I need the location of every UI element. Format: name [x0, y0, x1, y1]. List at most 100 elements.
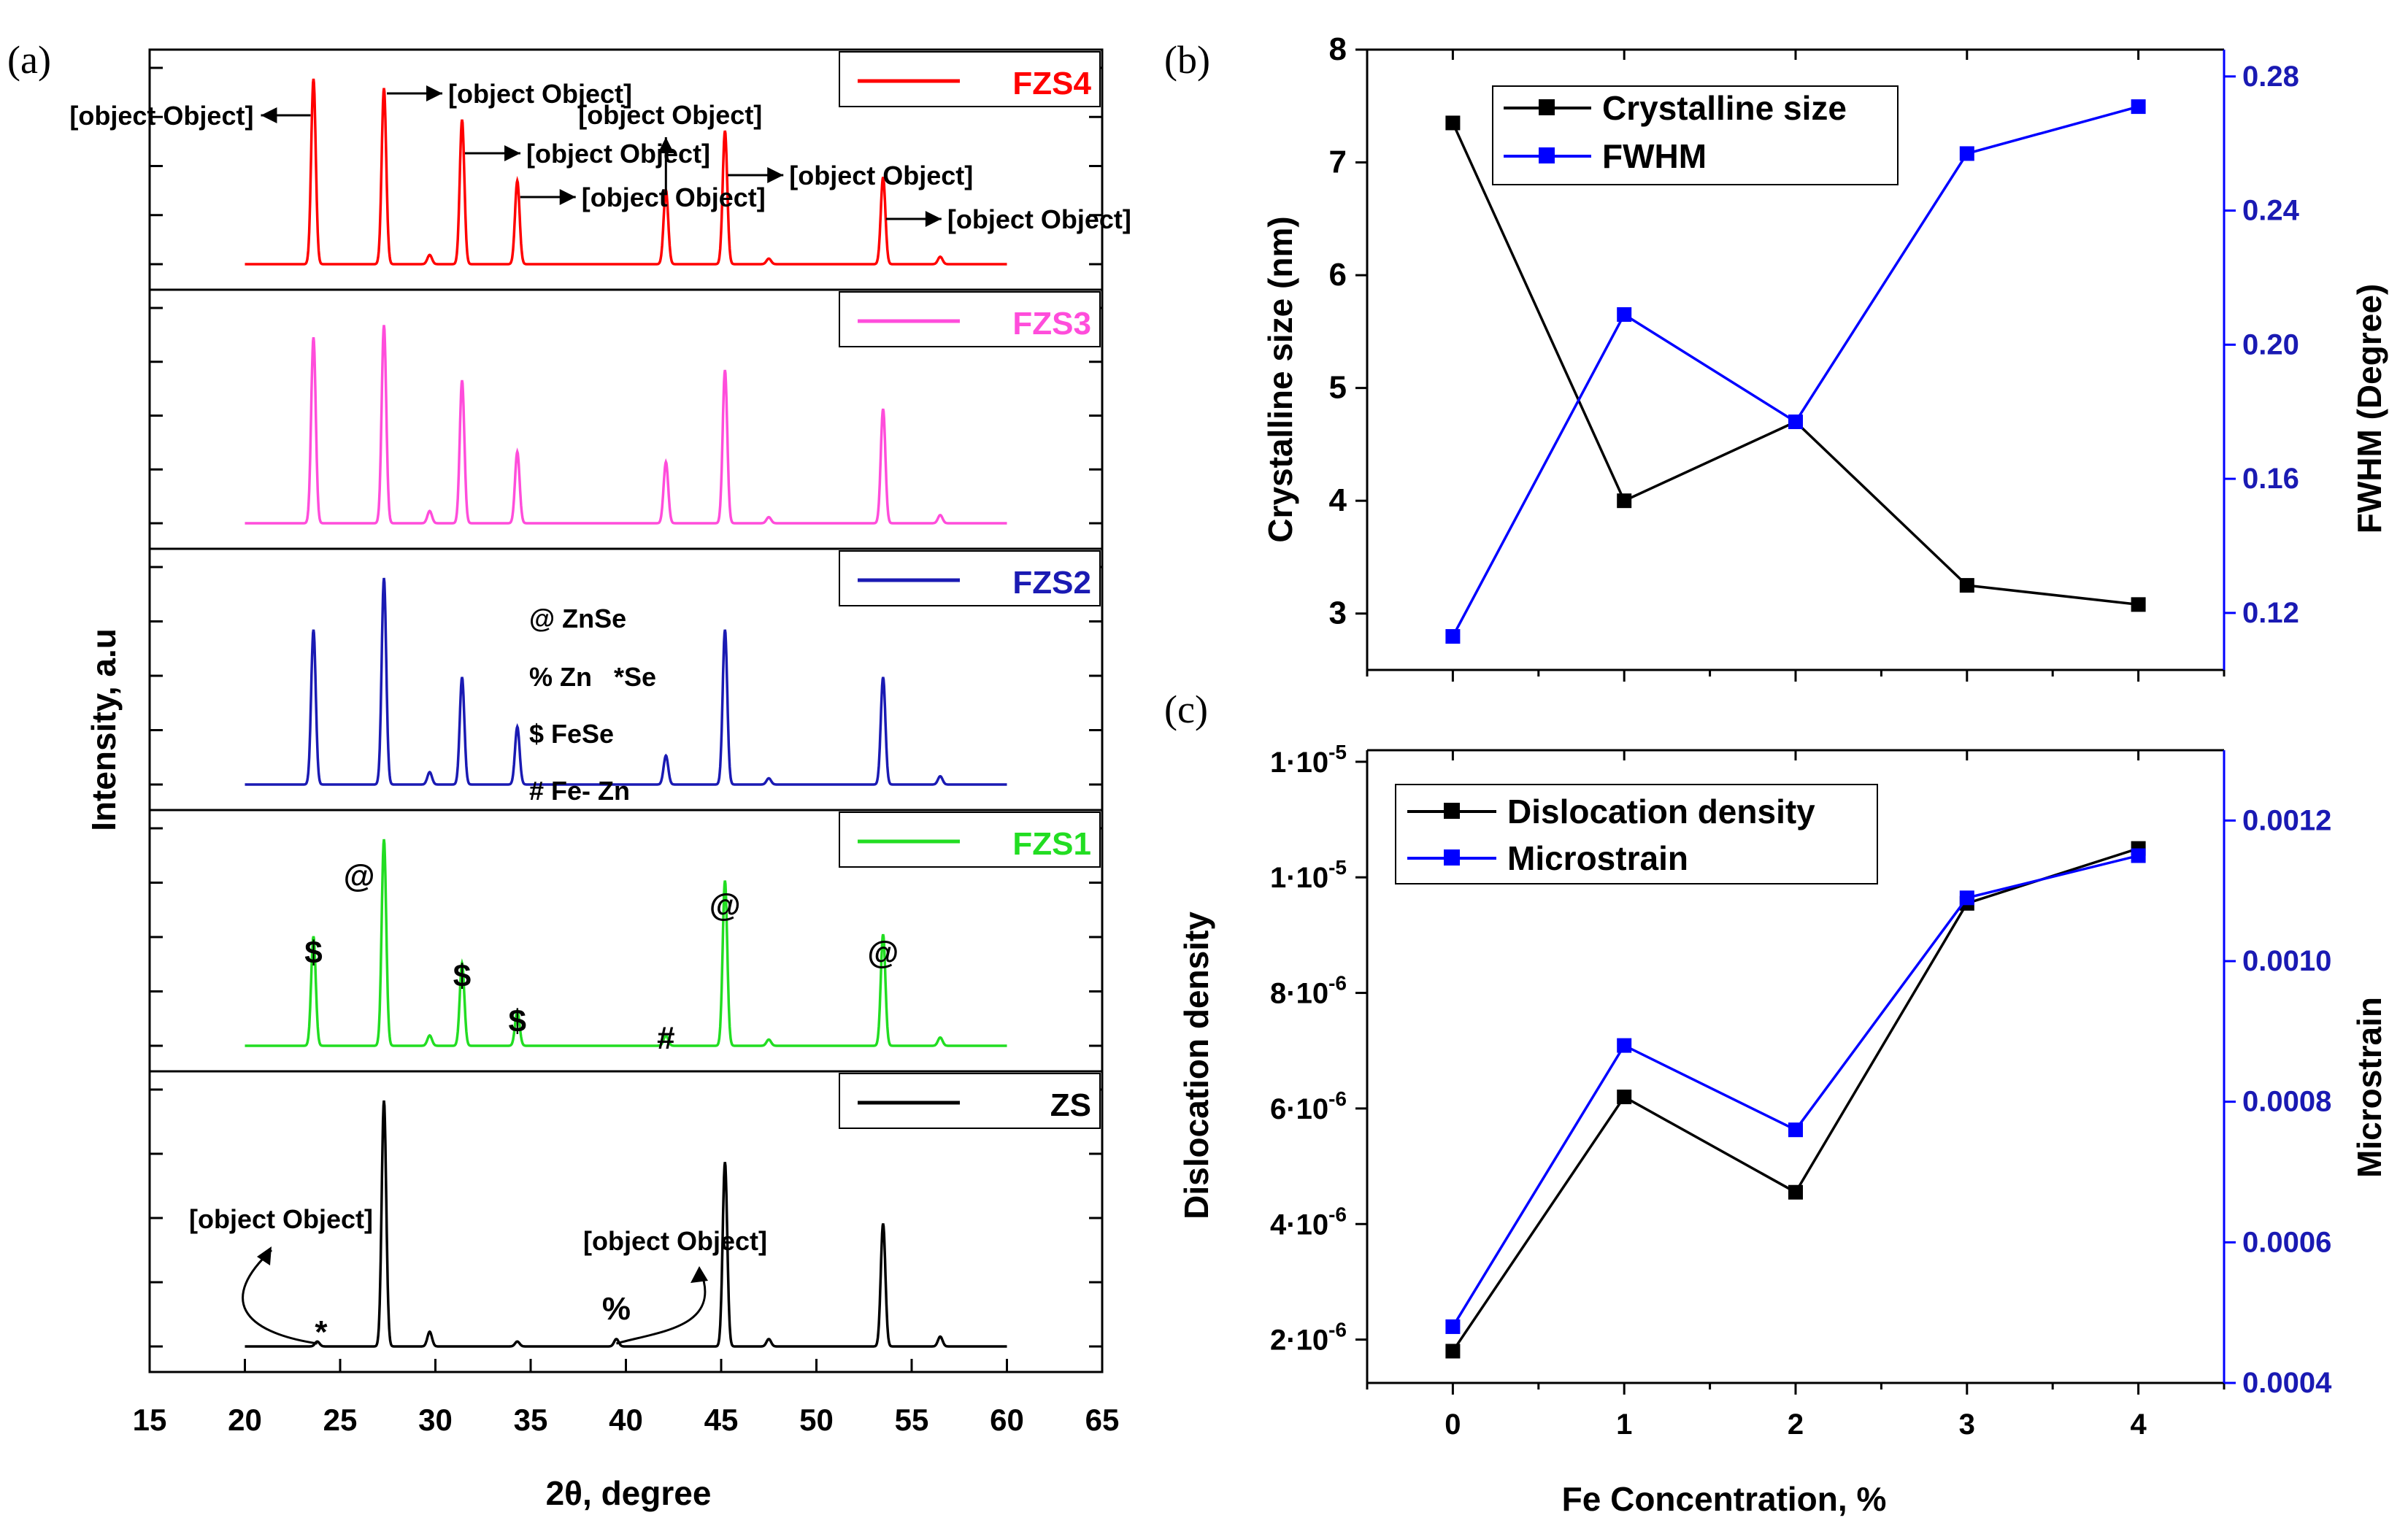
- xrd-phase-marker: $: [508, 1003, 526, 1039]
- series-point-1: [2131, 848, 2146, 863]
- series-point-0: [1959, 578, 1974, 593]
- xrd-zs-curve-arrow-head: [257, 1246, 272, 1265]
- c-legend-marker-strain: [1444, 849, 1460, 866]
- xrd-peak-arrow-head: [925, 211, 942, 227]
- xrd-xtick-label: 30: [418, 1403, 453, 1437]
- series-point-1: [1788, 1122, 1803, 1138]
- series-point-1: [1959, 146, 1974, 161]
- y2-tick-label: 0.16: [2242, 463, 2299, 495]
- y-tick-mantissa: 1·10: [1270, 747, 1328, 779]
- xrd-peak-arrow-head: [426, 85, 443, 101]
- x-tick-label: 3: [1959, 1408, 1975, 1441]
- y-tick-label: 5: [1329, 370, 1347, 406]
- xrd-phase-marker: %: [602, 1291, 631, 1327]
- y2-tick-label: 0.12: [2242, 597, 2299, 629]
- series-line-1: [1451, 105, 2139, 637]
- phase-key-znse: @ ZnSe: [529, 604, 626, 633]
- y-tick-exponent: -6: [1328, 972, 1347, 995]
- xrd-peak-label: [object Object]: [526, 139, 710, 169]
- b-y-label: Crystalline size (nm): [1261, 216, 1299, 542]
- xrd-legend-label-FZS3: FZS3: [1012, 306, 1091, 342]
- phase-key-zn-se: % Zn *Se: [529, 662, 656, 692]
- x-tick-label: 1: [1616, 1408, 1632, 1441]
- xrd-spectrum-FZS1: [245, 839, 1007, 1047]
- xrd-zs-curve-arrow: [616, 1271, 707, 1345]
- xrd-xtick-label: 65: [1085, 1403, 1120, 1437]
- xrd-peak-arrow-head: [559, 189, 576, 205]
- xrd-peak-arrow-head: [658, 137, 674, 153]
- y-tick-label: 4: [1329, 482, 1347, 518]
- series-point-1: [2131, 99, 2146, 115]
- y-tick-label: 6·10-6: [1270, 1087, 1347, 1125]
- series-point-1: [1959, 890, 1974, 906]
- xrd-peak-arrow-head: [767, 167, 784, 183]
- xrd-peak-label: [object Object]: [582, 182, 766, 212]
- xrd-chart: FZS4 FZS3 FZS2 FZS1 ZS 15 20 25 30 35 40 45 50 55 60 65…: [69, 48, 1131, 1437]
- xrd-x-label: 2θ, degree: [546, 1474, 712, 1512]
- y2-tick-label: 0.28: [2242, 61, 2299, 93]
- series-point-1: [1617, 1038, 1632, 1053]
- series-point-1: [1445, 1319, 1461, 1334]
- xrd-xtick-label: 60: [990, 1403, 1024, 1437]
- xrd-peak-arrow-head: [261, 107, 277, 123]
- y-tick-label: 6: [1329, 257, 1347, 293]
- y-tick-exponent: -5: [1328, 856, 1347, 879]
- xrd-phase-marker: *: [315, 1314, 328, 1350]
- panel-label-b: (b): [1164, 38, 1210, 82]
- c-x-label: Fe Concentration, %: [1562, 1480, 1887, 1518]
- y-tick-label: 2·10-6: [1270, 1319, 1347, 1357]
- y2-tick-label: 0.24: [2242, 195, 2300, 227]
- xrd-phase-marker: #: [657, 1020, 674, 1056]
- xrd-peak-arrow-head: [504, 145, 521, 161]
- y-tick-label: 4·10-6: [1270, 1203, 1347, 1241]
- b-legend-label-fwhm: FWHM: [1602, 137, 1707, 175]
- phase-key-fese: $ FeSe: [529, 719, 614, 749]
- series-point-1: [1788, 415, 1803, 429]
- xrd-peak-label-zs: [object Object]: [189, 1204, 373, 1234]
- series-point-0: [1617, 1090, 1632, 1105]
- xrd-xtick-label: 15: [133, 1403, 167, 1437]
- y-tick-label: 1·10-5: [1270, 741, 1347, 779]
- xrd-legend-label-FZS2: FZS2: [1012, 565, 1091, 601]
- y-tick-mantissa: 1·10: [1270, 862, 1328, 894]
- series-line-1: [1451, 854, 2139, 1327]
- xrd-phase-marker: @: [344, 858, 375, 894]
- x-tick-label: 2: [1788, 1408, 1804, 1441]
- xrd-spectrum-FZS3: [245, 325, 1007, 525]
- series-point-0: [2131, 597, 2146, 612]
- disl-strain-chart: 0 1 2 3 42·10-64·10-66·10-68·10-61·10-51·10-…: [1270, 741, 2332, 1441]
- x-tick-label: 0: [1445, 1408, 1461, 1441]
- xrd-peak-label-zs: [object Object]: [583, 1226, 767, 1256]
- xrd-zs-curve-arrow: [242, 1249, 318, 1345]
- b-y2-label: FWHM (Degree): [2350, 284, 2388, 533]
- xrd-peak-label: [object Object]: [789, 161, 973, 190]
- y2-tick-label: 0.0010: [2242, 945, 2331, 977]
- y2-tick-label: 0.0006: [2242, 1226, 2331, 1258]
- series-point-0: [1788, 1184, 1803, 1200]
- series-point-0: [1445, 115, 1461, 131]
- xrd-phase-marker: @: [867, 935, 899, 971]
- series-point-1: [1617, 307, 1632, 322]
- series-point-0: [1445, 1344, 1461, 1359]
- y-tick-mantissa: 4·10: [1270, 1209, 1328, 1241]
- series-line-0: [1451, 847, 2139, 1352]
- c-legend-box: [1395, 784, 1878, 884]
- xrd-xtick-label: 25: [323, 1403, 358, 1437]
- y-tick-exponent: -5: [1328, 741, 1347, 763]
- xrd-zs-curve-arrow-head: [691, 1266, 708, 1283]
- y-tick-mantissa: 2·10: [1270, 1325, 1328, 1357]
- y-tick-label: 7: [1329, 144, 1347, 180]
- xrd-peak-label: [object Object]: [947, 204, 1131, 234]
- xrd-legend-label-ZS: ZS: [1050, 1087, 1091, 1123]
- c-legend-label-strain: Microstrain: [1507, 839, 1688, 877]
- xrd-peak-label: [object Object]: [69, 101, 253, 131]
- xrd-xtick-label: 20: [228, 1403, 262, 1437]
- y-tick-label: 1·10-5: [1270, 856, 1347, 894]
- xrd-phase-marker: $: [304, 935, 322, 971]
- xrd-phase-marker: @: [709, 887, 741, 923]
- b-legend-marker-size: [1539, 99, 1555, 115]
- b-legend-label-size: Crystalline size: [1602, 89, 1847, 127]
- y2-tick-label: 0.20: [2242, 328, 2299, 361]
- xrd-spectrum-FZS2: [245, 577, 1007, 786]
- series-point-1: [1445, 629, 1461, 644]
